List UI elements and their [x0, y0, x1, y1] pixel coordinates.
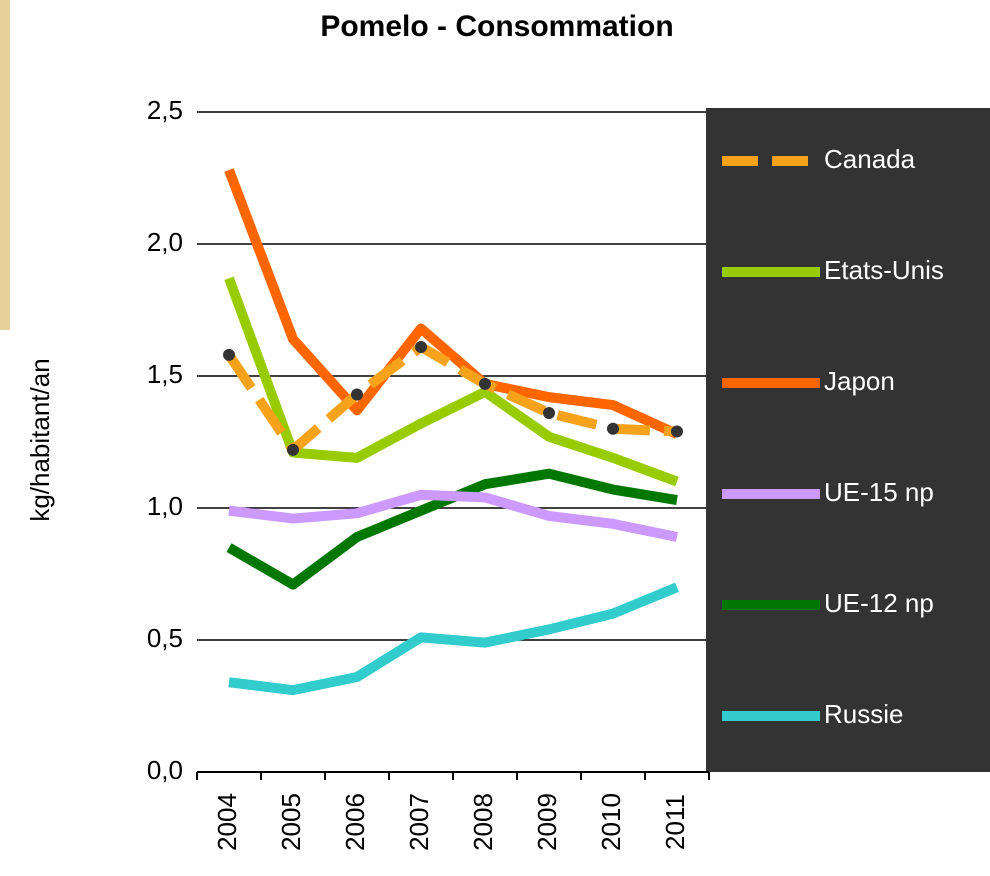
data-point [543, 406, 555, 419]
y-tick-label: 1,5 [147, 359, 183, 389]
y-tick-label: 1,0 [147, 491, 183, 521]
data-point [671, 425, 683, 438]
y-tick-label: 2,5 [147, 95, 183, 125]
series-line [224, 341, 678, 455]
x-tick-label: 2008 [468, 793, 498, 851]
data-point [351, 388, 363, 401]
legend-label: Russie [824, 699, 903, 729]
x-tick-label: 2006 [340, 793, 370, 851]
series-line [224, 168, 680, 439]
x-tick-label: 2007 [404, 793, 434, 851]
legend-label: UE-12 np [824, 588, 934, 618]
y-tick-label: 2,0 [147, 227, 183, 257]
data-point [479, 377, 491, 390]
series-line [228, 489, 679, 542]
x-tick-label: 2004 [212, 793, 242, 851]
legend-label: Japon [824, 366, 895, 396]
data-point [223, 348, 235, 361]
chart-title: Pomelo - Consommation [320, 10, 673, 43]
legend-label: Etats-Unis [824, 255, 944, 285]
y-tick-label: 0,0 [147, 755, 183, 785]
y-axis-label: kg/habitant/an [25, 358, 55, 521]
data-point [287, 443, 299, 456]
x-tick-label: 2010 [596, 793, 626, 851]
legend-label: Canada [824, 144, 916, 174]
data-point [607, 422, 619, 435]
decor-strip [0, 0, 10, 330]
legend-box [706, 108, 990, 772]
series-line [228, 582, 679, 696]
legend-label: UE-15 np [824, 477, 934, 507]
x-tick-label: 2011 [660, 794, 690, 850]
y-tick-label: 0,5 [147, 623, 183, 653]
x-tick-label: 2009 [532, 793, 562, 851]
x-tick-label: 2005 [276, 793, 306, 851]
series-line [226, 468, 678, 590]
data-point [415, 340, 427, 353]
series-line [224, 276, 679, 487]
